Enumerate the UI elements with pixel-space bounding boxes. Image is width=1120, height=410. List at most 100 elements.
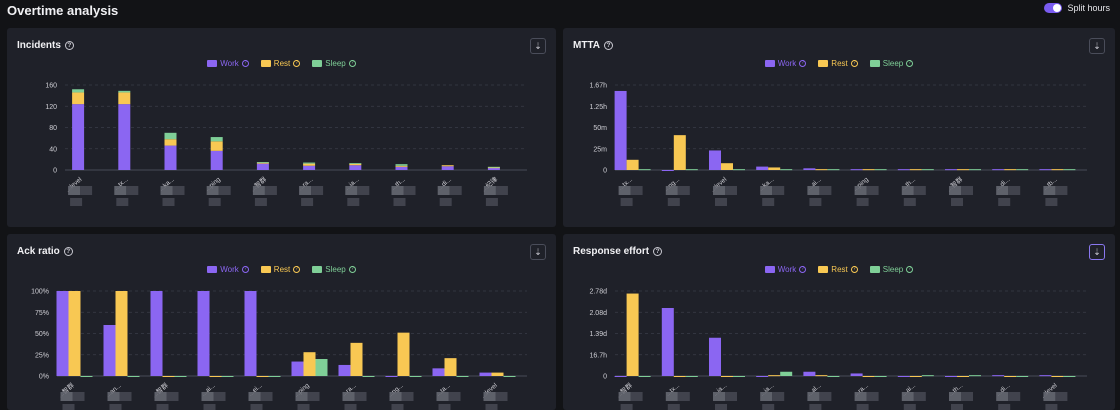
help-circle-icon[interactable]: ? bbox=[653, 247, 663, 256]
bar-work[interactable] bbox=[992, 375, 1005, 377]
legend-item-work[interactable]: Work? bbox=[207, 265, 249, 274]
bar-work[interactable] bbox=[1039, 169, 1052, 171]
bar-rest[interactable] bbox=[487, 167, 500, 169]
bar-work[interactable] bbox=[291, 361, 304, 376]
legend-item-rest[interactable]: Rest? bbox=[260, 59, 301, 68]
bar-sleep[interactable] bbox=[733, 169, 745, 171]
bar-work[interactable] bbox=[164, 145, 177, 170]
bar-sleep[interactable] bbox=[733, 376, 745, 377]
bar-sleep[interactable] bbox=[395, 164, 408, 166]
help-circle-icon[interactable]: ? bbox=[63, 247, 73, 256]
bar-work[interactable] bbox=[72, 104, 85, 170]
bar-rest[interactable] bbox=[721, 376, 733, 377]
bar-rest[interactable] bbox=[1051, 376, 1064, 377]
legend-item-rest[interactable]: Rest? bbox=[818, 59, 858, 68]
legend-item-work[interactable]: Work? bbox=[207, 59, 249, 68]
bar-sleep[interactable] bbox=[362, 376, 375, 377]
sort-button[interactable]: ⇣ bbox=[1089, 38, 1105, 54]
bar-rest[interactable] bbox=[162, 376, 175, 377]
bar-rest[interactable] bbox=[491, 372, 504, 376]
bar-rest[interactable] bbox=[1004, 376, 1017, 377]
legend-item-sleep[interactable]: Sleep? bbox=[312, 59, 356, 68]
bar-sleep[interactable] bbox=[874, 169, 887, 171]
bar-sleep[interactable] bbox=[780, 371, 793, 376]
legend-item-sleep[interactable]: Sleep? bbox=[869, 59, 914, 68]
bar-rest[interactable] bbox=[673, 135, 686, 170]
bar-rest[interactable] bbox=[768, 167, 781, 170]
bar-sleep[interactable] bbox=[221, 376, 234, 377]
bar-rest[interactable] bbox=[441, 165, 454, 167]
legend-item-work[interactable]: Work? bbox=[764, 265, 807, 274]
bar-work[interactable] bbox=[210, 150, 223, 170]
legend-item-work[interactable]: Work? bbox=[764, 59, 807, 68]
toggle-switch-icon[interactable] bbox=[1044, 3, 1063, 13]
bar-work[interactable] bbox=[803, 168, 816, 170]
bar-rest[interactable] bbox=[444, 358, 457, 376]
bar-work[interactable] bbox=[897, 376, 910, 377]
bar-sleep[interactable] bbox=[1016, 169, 1029, 171]
bar-work[interactable] bbox=[487, 167, 500, 170]
bar-sleep[interactable] bbox=[118, 90, 131, 93]
bar-rest[interactable] bbox=[68, 291, 81, 376]
bar-rest[interactable] bbox=[209, 376, 222, 377]
bar-rest[interactable] bbox=[815, 169, 828, 171]
bar-sleep[interactable] bbox=[1063, 169, 1076, 171]
bar-sleep[interactable] bbox=[1063, 376, 1076, 377]
bar-work[interactable] bbox=[479, 372, 492, 376]
bar-work[interactable] bbox=[803, 371, 816, 376]
bar-sleep[interactable] bbox=[969, 169, 981, 171]
bar-work[interactable] bbox=[1039, 375, 1052, 377]
bar-sleep[interactable] bbox=[409, 376, 422, 377]
bar-work[interactable] bbox=[614, 90, 627, 170]
bar-rest[interactable] bbox=[303, 352, 316, 376]
legend-item-rest[interactable]: Rest? bbox=[260, 265, 301, 274]
bar-sleep[interactable] bbox=[685, 169, 698, 171]
bar-work[interactable] bbox=[150, 291, 163, 376]
bar-rest[interactable] bbox=[1051, 169, 1064, 171]
sort-button[interactable]: ⇣ bbox=[530, 244, 546, 260]
bar-work[interactable] bbox=[614, 376, 627, 377]
bar-work[interactable] bbox=[661, 308, 674, 376]
bar-rest[interactable] bbox=[721, 163, 733, 170]
bar-rest[interactable] bbox=[957, 376, 969, 377]
sort-button[interactable]: ⇣ bbox=[1089, 244, 1105, 260]
help-circle-icon[interactable]: ? bbox=[64, 41, 74, 50]
bar-sleep[interactable] bbox=[210, 137, 223, 142]
bar-rest[interactable] bbox=[256, 376, 269, 377]
bar-work[interactable] bbox=[385, 376, 398, 377]
legend-item-rest[interactable]: Rest? bbox=[818, 265, 858, 274]
bar-sleep[interactable] bbox=[72, 89, 85, 93]
bar-sleep[interactable] bbox=[638, 376, 651, 377]
bar-work[interactable] bbox=[661, 170, 674, 171]
bar-work[interactable] bbox=[850, 373, 863, 376]
bar-work[interactable] bbox=[709, 150, 721, 170]
bar-sleep[interactable] bbox=[456, 376, 469, 377]
bar-sleep[interactable] bbox=[268, 376, 281, 377]
bar-rest[interactable] bbox=[349, 163, 362, 166]
split-hours-control[interactable]: Split hours bbox=[1044, 3, 1110, 13]
bar-sleep[interactable] bbox=[164, 132, 177, 140]
bar-sleep[interactable] bbox=[80, 376, 93, 377]
bar-rest[interactable] bbox=[303, 163, 316, 166]
bar-work[interactable] bbox=[103, 325, 116, 376]
bar-rest[interactable] bbox=[1004, 169, 1017, 171]
bar-sleep[interactable] bbox=[638, 169, 651, 171]
bar-rest[interactable] bbox=[350, 342, 363, 376]
help-circle-icon[interactable]: ? bbox=[604, 41, 614, 50]
bar-work[interactable] bbox=[338, 364, 351, 376]
bar-work[interactable] bbox=[756, 166, 769, 170]
bar-sleep[interactable] bbox=[174, 376, 187, 377]
bar-sleep[interactable] bbox=[827, 376, 840, 377]
bar-work[interactable] bbox=[395, 166, 408, 170]
bar-rest[interactable] bbox=[862, 376, 875, 377]
bar-rest[interactable] bbox=[256, 162, 269, 164]
bar-work[interactable] bbox=[850, 169, 863, 171]
bar-sleep[interactable] bbox=[303, 162, 316, 164]
bar-rest[interactable] bbox=[768, 375, 781, 377]
bar-sleep[interactable] bbox=[827, 169, 840, 171]
bar-sleep[interactable] bbox=[127, 376, 140, 377]
bar-work[interactable] bbox=[709, 337, 721, 376]
bar-sleep[interactable] bbox=[315, 359, 328, 376]
bar-rest[interactable] bbox=[957, 169, 969, 171]
legend-item-sleep[interactable]: Sleep? bbox=[312, 265, 356, 274]
